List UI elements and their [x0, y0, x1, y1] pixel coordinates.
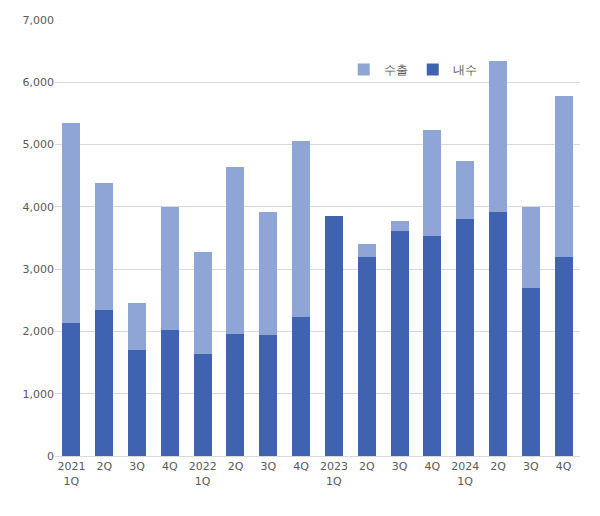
svg-text:7,000: 7,000: [23, 14, 55, 27]
svg-text:1,000: 1,000: [23, 388, 55, 401]
svg-text:2Q: 2Q: [96, 460, 112, 473]
svg-text:2Q: 2Q: [359, 460, 375, 473]
svg-text:20221Q: 20221Q: [189, 460, 217, 487]
svg-text:20211Q: 20211Q: [57, 460, 85, 487]
svg-text:4Q: 4Q: [556, 460, 572, 473]
svg-text:5,000: 5,000: [23, 138, 55, 151]
svg-text:3Q: 3Q: [392, 460, 408, 473]
svg-text:2Q: 2Q: [228, 460, 244, 473]
svg-text:3,000: 3,000: [23, 263, 55, 276]
svg-text:3Q: 3Q: [260, 460, 276, 473]
svg-text:20231Q: 20231Q: [320, 460, 348, 487]
svg-text:4Q: 4Q: [425, 460, 441, 473]
svg-text:4,000: 4,000: [23, 201, 55, 214]
svg-text:6,000: 6,000: [23, 76, 55, 89]
svg-text:2Q: 2Q: [490, 460, 506, 473]
svg-text:내수: 내수: [453, 63, 477, 77]
svg-text:2,000: 2,000: [23, 325, 55, 338]
svg-text:3Q: 3Q: [129, 460, 145, 473]
svg-text:4Q: 4Q: [293, 460, 309, 473]
svg-text:3Q: 3Q: [523, 460, 539, 473]
svg-text:0: 0: [47, 450, 54, 463]
svg-text:20241Q: 20241Q: [451, 460, 479, 487]
svg-text:4Q: 4Q: [162, 460, 178, 473]
svg-text:수출: 수출: [384, 63, 408, 77]
